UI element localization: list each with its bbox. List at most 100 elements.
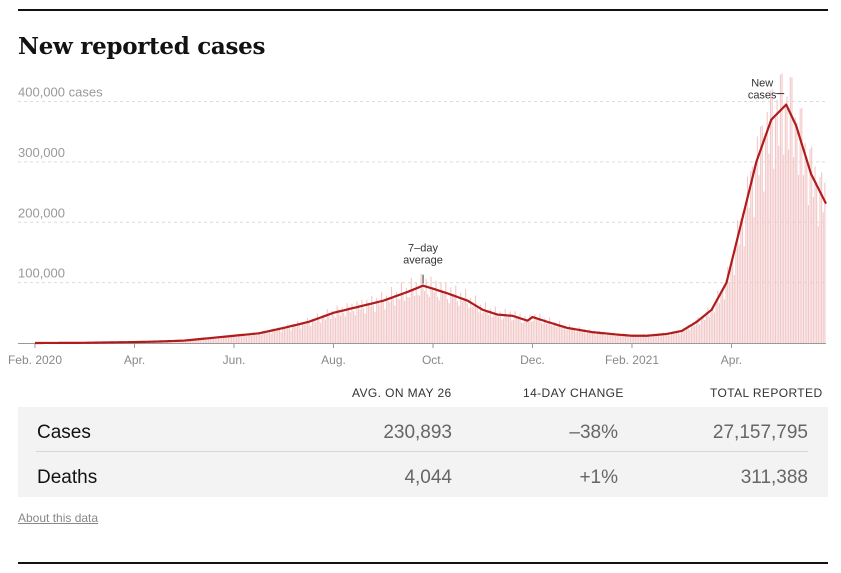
- daily-bar: [448, 303, 450, 343]
- daily-bar: [290, 330, 292, 343]
- x-tick-label: Oct.: [422, 353, 444, 367]
- daily-bar: [793, 157, 795, 343]
- daily-bar: [341, 307, 343, 343]
- daily-bar: [639, 337, 641, 343]
- daily-bar: [427, 294, 429, 343]
- daily-bar: [188, 339, 190, 343]
- daily-bar: [323, 317, 325, 343]
- daily-bar: [763, 191, 765, 343]
- daily-bar: [638, 335, 640, 343]
- daily-bar: [573, 327, 575, 343]
- daily-bar: [338, 309, 340, 343]
- daily-bar: [562, 327, 564, 343]
- daily-bar: [293, 324, 295, 343]
- daily-bar: [453, 297, 455, 343]
- daily-bar: [557, 325, 559, 343]
- daily-bar: [509, 311, 511, 343]
- page-title: New reported cases: [18, 33, 266, 60]
- daily-bar: [629, 336, 631, 343]
- daily-bar: [353, 310, 355, 343]
- daily-bar: [460, 292, 462, 343]
- daily-bar: [646, 335, 648, 343]
- daily-bar: [687, 324, 689, 343]
- y-tick-label: 400,000 cases: [18, 85, 103, 100]
- daily-bar: [236, 337, 238, 343]
- daily-bar: [303, 322, 305, 343]
- daily-bar: [535, 320, 538, 343]
- daily-bar: [422, 284, 424, 343]
- daily-bar: [399, 299, 401, 343]
- daily-bar: [329, 318, 332, 343]
- daily-bar: [199, 338, 201, 343]
- daily-bar: [437, 296, 439, 343]
- daily-bar: [583, 329, 585, 343]
- daily-bar: [593, 330, 595, 343]
- daily-bar: [713, 312, 716, 343]
- daily-bar: [615, 335, 617, 343]
- about-data-link[interactable]: About this data: [18, 511, 99, 525]
- daily-bar: [613, 332, 615, 343]
- daily-bar: [733, 274, 735, 343]
- daily-bar: [524, 315, 526, 343]
- daily-bar: [333, 314, 335, 343]
- daily-bar: [298, 324, 300, 343]
- daily-bar: [354, 315, 356, 343]
- daily-bar: [430, 276, 432, 343]
- daily-bar: [343, 313, 345, 343]
- daily-bar: [292, 324, 294, 343]
- daily-bar: [610, 334, 612, 343]
- daily-bar: [761, 125, 763, 344]
- daily-bar: [547, 321, 549, 343]
- daily-bar: [208, 337, 210, 343]
- daily-bar: [705, 311, 707, 343]
- daily-bar: [305, 324, 307, 343]
- row-divider: [36, 451, 808, 452]
- daily-bar: [768, 153, 770, 343]
- daily-bar: [717, 290, 719, 343]
- daily-bar: [822, 212, 824, 343]
- daily-bar: [417, 294, 419, 343]
- x-tick-label: Jun.: [223, 353, 246, 367]
- daily-bar: [611, 333, 613, 343]
- daily-bar: [226, 338, 228, 343]
- daily-bar: [732, 255, 734, 343]
- daily-bar: [264, 330, 266, 343]
- daily-bar: [183, 340, 185, 343]
- daily-bar: [461, 301, 463, 343]
- daily-bar: [676, 331, 678, 343]
- daily-bar: [682, 328, 684, 343]
- daily-bar: [348, 306, 350, 343]
- daily-bar: [514, 311, 516, 343]
- daily-bar: [445, 282, 447, 343]
- daily-bar: [824, 182, 826, 343]
- daily-bar: [522, 322, 524, 343]
- daily-bar: [473, 305, 475, 343]
- daily-bar: [493, 315, 495, 343]
- daily-bar: [501, 319, 503, 343]
- daily-bar: [756, 136, 758, 343]
- daily-bar: [657, 334, 660, 343]
- daily-bar: [700, 319, 702, 343]
- header-avg: AVG. ON MAY 26: [352, 386, 452, 400]
- daily-bar: [269, 331, 271, 343]
- daily-bar: [181, 341, 183, 343]
- cases-total: 27,157,795: [712, 422, 808, 443]
- daily-bar: [608, 332, 610, 343]
- daily-bar: [565, 330, 567, 343]
- daily-bar: [191, 340, 193, 343]
- daily-bar: [455, 285, 457, 343]
- daily-bar: [476, 307, 478, 343]
- daily-bar: [588, 329, 590, 343]
- daily-bar: [636, 336, 638, 343]
- daily-bar: [666, 333, 668, 343]
- daily-bar: [415, 282, 417, 343]
- daily-bar: [362, 308, 365, 343]
- daily-bar: [364, 313, 366, 343]
- daily-bar: [532, 321, 534, 343]
- daily-bar: [712, 306, 714, 343]
- daily-bar: [725, 280, 727, 343]
- daily-bar: [773, 168, 775, 343]
- daily-bar: [797, 174, 800, 343]
- daily-bar: [659, 336, 661, 343]
- daily-bar: [244, 333, 246, 343]
